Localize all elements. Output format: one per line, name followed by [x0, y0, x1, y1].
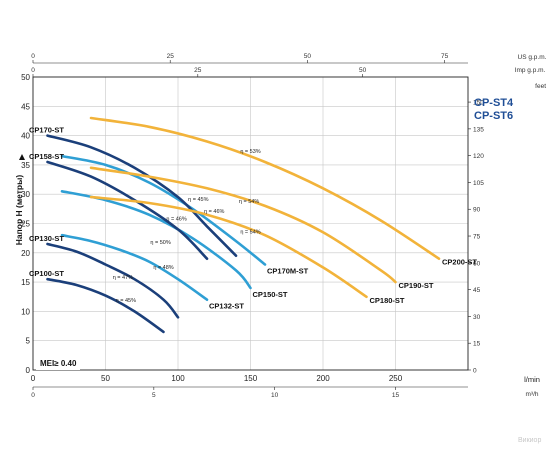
m3h-tick-label: 0	[31, 392, 35, 399]
series-label-cp158-st: CP158-ST	[29, 152, 64, 161]
series-line-cp170m-st	[60, 154, 267, 266]
y2-tick-label: 135	[473, 126, 484, 133]
y2-tick-label: 15	[473, 341, 481, 348]
y-tick-label: 35	[21, 161, 30, 170]
labels-layer: CP100-ST CP130-ST CP132-ST CP150-ST CP158-ST…	[29, 126, 477, 311]
series-label-cp100-st: CP100-ST	[29, 269, 64, 278]
us-gpm-tick-label: 0	[31, 53, 35, 60]
imp-gpm-tick-label: 50	[359, 67, 367, 74]
imp-gpm-tick-label: 25	[194, 67, 202, 74]
efficiency-annotation: η = 50%	[150, 240, 170, 246]
x-tick-label: 250	[389, 374, 403, 383]
x-tick-label: 200	[316, 374, 330, 383]
mei-label: MEI≥ 0.40	[40, 359, 77, 368]
x-tick-label: 100	[171, 374, 185, 383]
efficiency-annotation: η = 54%	[240, 229, 260, 235]
y2-tick-label: 0	[473, 368, 477, 375]
efficiency-annotation: η = 45%	[188, 197, 208, 203]
grid	[33, 77, 468, 370]
series-line-cp190-st	[89, 166, 397, 284]
efficiency-annotation: η = 45%	[116, 298, 136, 304]
y2-tick-label: 30	[473, 314, 481, 321]
efficiency-annotation: η = 46%	[204, 209, 224, 215]
m3h-tick-label: 5	[152, 392, 156, 399]
mei-box	[36, 356, 80, 370]
imp-gpm-tick-label: 0	[31, 67, 35, 74]
series-label-cp170m-st: CP170M-ST	[267, 267, 309, 276]
series-label-cp190-st: CP190-ST	[399, 281, 434, 290]
series-line-cp170-st	[46, 134, 238, 257]
series-layer	[46, 116, 441, 334]
us-gpm-tick-label: 75	[441, 53, 449, 60]
y-tick-label: 10	[21, 307, 30, 316]
x-tick-label: 0	[31, 374, 36, 383]
efficiency-annotation: η = 47%	[113, 275, 133, 281]
us-gpm-tick-label: 25	[167, 53, 175, 60]
series-label-cp180-st: CP180-ST	[370, 296, 405, 305]
x-unit-m3h: m³/h	[526, 391, 539, 398]
y-tick-label: 45	[21, 102, 30, 111]
y-tick-label: 50	[21, 73, 30, 82]
efficiency-annotation: η = 53%	[240, 149, 260, 155]
efficiency-annotation: η = 46%	[166, 217, 186, 223]
series-label-cp170-st: CP170-ST	[29, 126, 64, 135]
series-line-cp200-st	[89, 116, 441, 260]
y-axis-label: Напор H (метры)	[14, 175, 24, 246]
y-tick-label: 25	[21, 220, 30, 229]
y-unit-feet: feet	[535, 83, 546, 90]
series-label-cp200-st: CP200-ST	[442, 258, 477, 267]
x-unit-us: US g.p.m.	[518, 54, 547, 61]
y2-tick-label: 45	[473, 287, 481, 294]
series-line-cp180-st	[89, 195, 368, 299]
x-tick-label: 50	[101, 374, 110, 383]
y2-tick-label: 120	[473, 153, 484, 160]
watermark: Викиор	[518, 437, 541, 444]
y-tick-label: 40	[21, 132, 30, 141]
x-tick-label: 150	[244, 374, 258, 383]
series-label-cp132-st: CP132-ST	[209, 302, 244, 311]
efficiency-annotation: η = 48%	[153, 265, 173, 271]
series-line-cp132-st	[60, 233, 209, 301]
y-tick-label: 20	[21, 249, 30, 258]
y-axis-arrow	[19, 154, 25, 160]
series-line-cp158-st	[46, 160, 209, 260]
y2-tick-label: 105	[473, 180, 484, 187]
plot-frame	[32, 76, 469, 371]
series-line-cp100-st	[46, 277, 165, 334]
y-tick-label: 30	[21, 190, 30, 199]
y2-tick-label: 60	[473, 260, 481, 267]
x-unit-imp: Imp g.p.m.	[515, 67, 546, 74]
y2-tick-label: 90	[473, 207, 481, 214]
series-line-cp130-st	[46, 242, 180, 319]
y-tick-label: 15	[21, 278, 30, 287]
efficiency-annotation: η = 54%	[239, 199, 259, 205]
chart-title-line1: CP-ST4	[474, 97, 514, 109]
x-unit-lmin: l/min	[524, 375, 540, 384]
m3h-tick-label: 10	[271, 392, 279, 399]
chart-title-line2: CP-ST6	[474, 110, 513, 122]
series-label-cp130-st: CP130-ST	[29, 234, 64, 243]
axes: 0510152025303540455001530456075901051201…	[19, 53, 484, 399]
y-tick-label: 0	[26, 366, 31, 375]
us-gpm-tick-label: 50	[304, 53, 312, 60]
y2-tick-label: 75	[473, 234, 481, 241]
y-tick-label: 5	[26, 337, 31, 346]
m3h-tick-label: 15	[392, 392, 400, 399]
series-label-cp150-st: CP150-ST	[253, 290, 288, 299]
y2-tick-label: 150	[473, 100, 484, 107]
